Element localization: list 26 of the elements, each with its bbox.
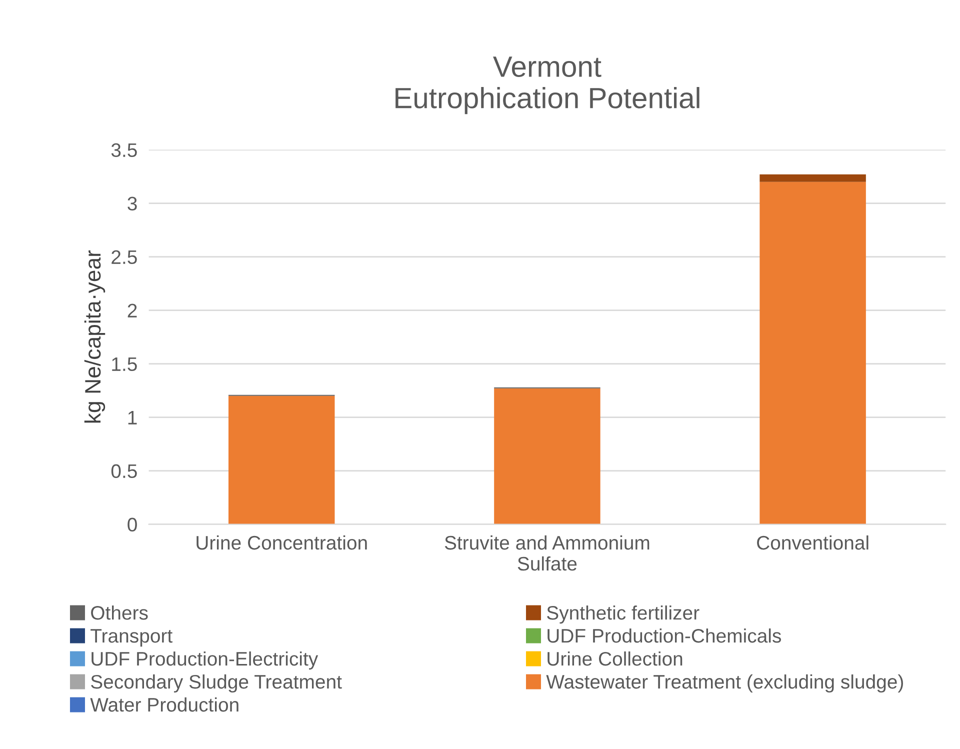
bar (760, 182, 866, 524)
bar (760, 174, 866, 182)
y-tick-label: 0.5 (111, 464, 137, 478)
legend-label: Others (91, 605, 148, 620)
y-tick-label: 3.5 (111, 143, 137, 158)
legend-label: UDF Production-Chemicals (548, 628, 781, 643)
y-tick-label: 2 (128, 304, 137, 318)
chart-title: Vermont Eutrophication Potential (396, 56, 700, 114)
x-tick-label: Urine Concentration (196, 535, 367, 550)
bar (494, 388, 600, 524)
y-tick-label: 1 (128, 410, 137, 424)
legend-label: Secondary Sludge Treatment (91, 674, 342, 693)
x-tick-label: Conventional (757, 535, 868, 550)
legend-label: Wastewater Treatment (excluding sludge) (546, 674, 903, 693)
y-tick-label: 2.5 (112, 250, 137, 264)
legend-label: UDF Production-Electricity (92, 651, 318, 670)
legend-label: Urine Collection (548, 651, 682, 666)
y-tick-label: 3 (128, 196, 137, 211)
x-tick-label: Struvite and Ammonium Sulfate (444, 535, 650, 571)
y-axis-title: kg Ne/capita·year (84, 250, 106, 423)
legend-label: Water Production (90, 697, 238, 712)
y-tick-label: 0 (128, 518, 137, 532)
y-tick-label: 1.5 (112, 357, 137, 372)
legend-label: Transport (90, 629, 172, 647)
bar (228, 396, 335, 524)
legend-label: Synthetic fertilizer (547, 605, 700, 624)
